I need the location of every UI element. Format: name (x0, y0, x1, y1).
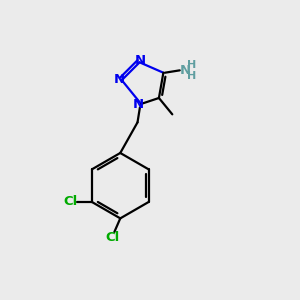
Text: N: N (135, 54, 146, 67)
Text: N: N (114, 73, 125, 86)
Text: H: H (187, 71, 196, 81)
Text: Cl: Cl (63, 195, 77, 208)
Text: Cl: Cl (106, 232, 120, 244)
Text: N: N (179, 64, 191, 77)
Text: H: H (187, 60, 196, 70)
Text: N: N (133, 98, 144, 111)
